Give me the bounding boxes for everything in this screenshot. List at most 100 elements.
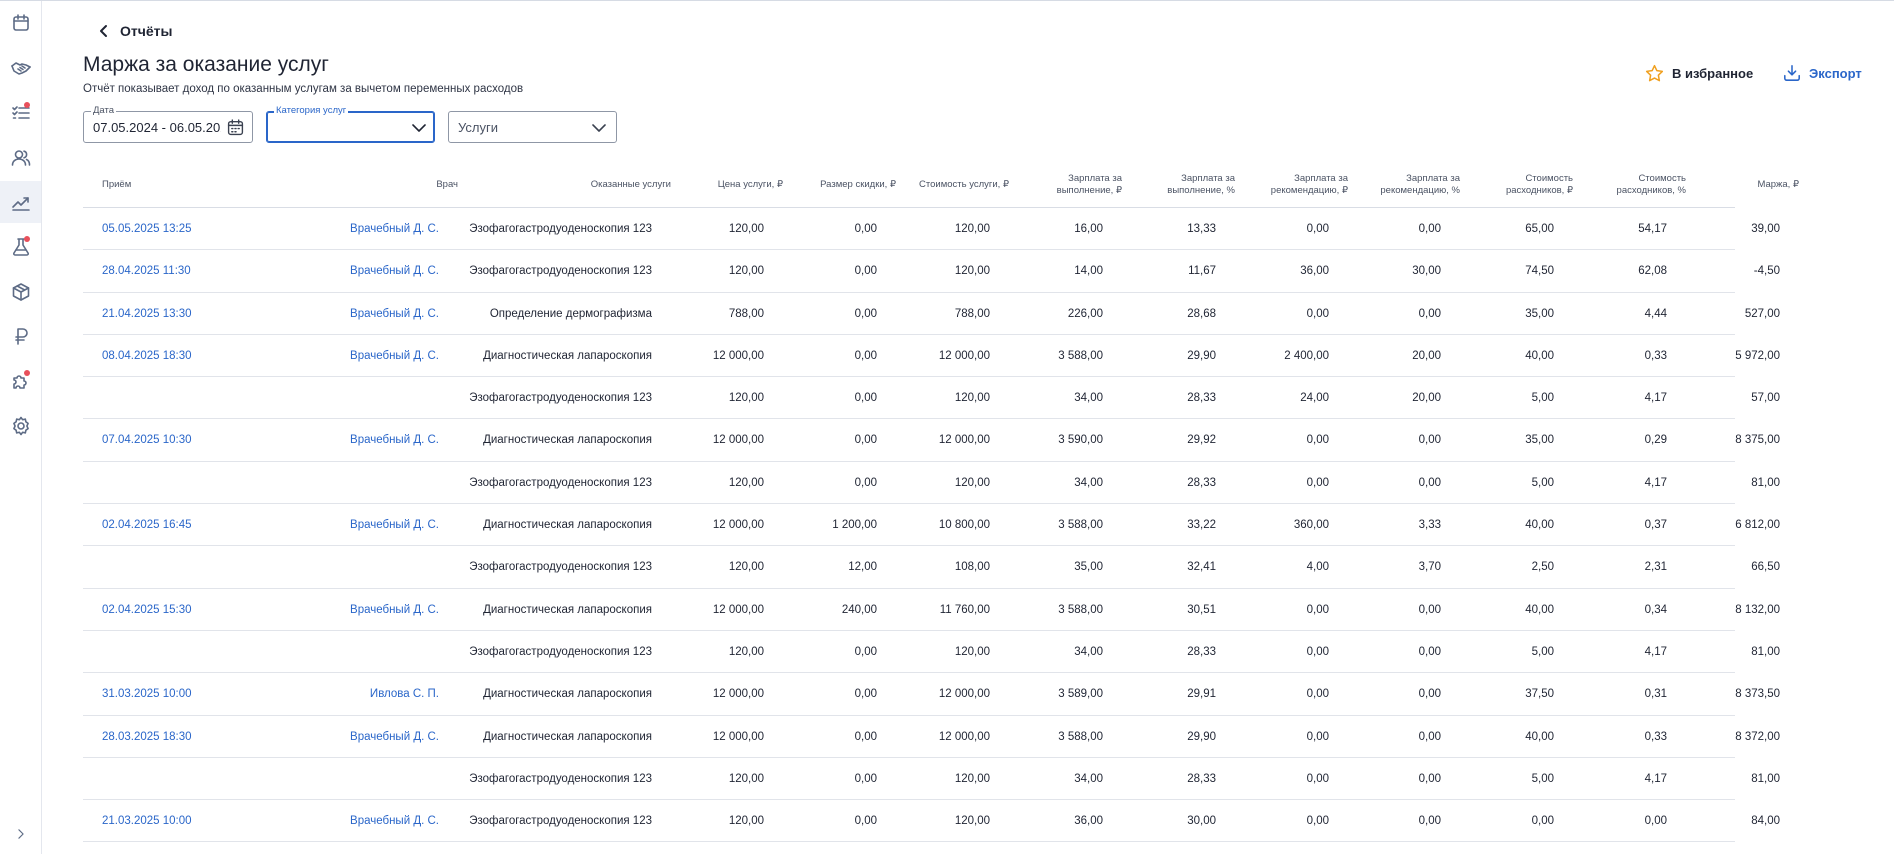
cell-margin: 81,00: [1751, 645, 1780, 658]
cell-consumables: 5,00: [1531, 645, 1554, 658]
cell-appointment[interactable]: 07.04.2025 10:30: [102, 434, 192, 447]
cell-doctor[interactable]: Врачебный Д. С.: [350, 519, 439, 532]
back-label: Отчёты: [120, 23, 173, 39]
cell-salary-exec: 14,00: [1074, 265, 1103, 278]
cell-salary-exec-pct: 11,67: [1188, 265, 1216, 278]
cell-consumables-pct: 2,31: [1644, 561, 1667, 574]
add-to-favorites-button[interactable]: В избранное: [1645, 64, 1753, 83]
cell-salary-exec: 3 588,00: [1058, 730, 1103, 743]
cell-services: Эзофагогастродуоденоскопия 123: [469, 223, 652, 235]
cell-appointment[interactable]: 21.03.2025 10:00: [102, 815, 192, 828]
cell-consumables-pct: 54,17: [1638, 223, 1667, 235]
cell-salary-exec: 34,00: [1074, 476, 1103, 489]
cell-salary-rec-pct: 0,00: [1418, 307, 1441, 320]
export-button[interactable]: Экспорт: [1783, 64, 1862, 82]
cell-doctor[interactable]: Врачебный Д. С.: [350, 265, 439, 278]
favorite-label: В избранное: [1672, 66, 1754, 81]
cell-salary-rec-pct: 20,00: [1412, 349, 1441, 362]
nav-clients[interactable]: [0, 137, 41, 179]
table-row: Эзофагогастродуоденоскопия 123 120,00 12,0…: [83, 546, 1780, 589]
cell-consumables: 2,50: [1531, 561, 1554, 574]
column-header-discount: Размер скидки, ₽: [820, 179, 896, 190]
cell-appointment[interactable]: 05.05.2025 13:25: [102, 223, 192, 235]
date-range-field[interactable]: Дата 07.05.2024 - 06.05.2025: [83, 105, 253, 143]
cell-doctor[interactable]: Ивлова С. П.: [369, 688, 439, 701]
nav-finance[interactable]: [0, 315, 41, 357]
cell-services: Определение дермографизма: [489, 307, 652, 320]
table-row: 21.04.2025 13:30 Врачебный Д. С. Определен…: [83, 293, 1780, 335]
cell-appointment[interactable]: 02.04.2025 15:30: [102, 603, 192, 616]
nav-tasks[interactable]: [0, 92, 41, 134]
cell-doctor: [276, 462, 439, 504]
page-title: Маржа за оказание услуг: [83, 53, 329, 76]
cell-margin: -4,50: [1753, 265, 1780, 278]
nav-settings[interactable]: [0, 405, 41, 447]
cell-discount: 12,00: [848, 561, 877, 574]
cell-services: Диагностическая лапароскопия: [483, 688, 652, 701]
cell-margin: 8 373,50: [1735, 688, 1780, 701]
cell-doctor[interactable]: Врачебный Д. С.: [350, 223, 439, 235]
cell-appointment[interactable]: 21.04.2025 13:30: [102, 307, 192, 320]
cell-services: Эзофагогастродуоденоскопия 123: [469, 772, 652, 785]
service-category-select[interactable]: Категория услуг: [266, 105, 435, 143]
cell-doctor[interactable]: Врачебный Д. С.: [350, 815, 439, 828]
cell-appointment[interactable]: 31.03.2025 10:00: [102, 688, 192, 701]
cell-consumables: 5,00: [1531, 392, 1554, 405]
cell-doctor[interactable]: Врачебный Д. С.: [350, 603, 439, 616]
table-row: 02.04.2025 16:45 Врачебный Д. С. Диагности…: [83, 504, 1780, 547]
cell-salary-exec: 34,00: [1074, 392, 1103, 405]
cell-salary-rec-pct: 20,00: [1412, 392, 1441, 405]
cell-cost: 120,00: [954, 392, 990, 405]
cell-salary-exec: 35,00: [1074, 561, 1103, 574]
cell-doctor: [276, 758, 439, 800]
cell-salary-rec: 0,00: [1306, 434, 1329, 447]
nav-calendar[interactable]: [0, 2, 41, 44]
margin-report-table: Приём Врач Оказанные услуги Цена услуги, ₽ Р…: [83, 162, 1799, 843]
cell-consumables-pct: 0,33: [1644, 349, 1667, 362]
cell-consumables: 0,00: [1531, 815, 1554, 828]
table-row: Эзофагогастродуоденоскопия 123 120,00 0,00…: [83, 462, 1780, 505]
cell-services: Диагностическая лапароскопия: [483, 519, 652, 532]
cell-doctor[interactable]: Врачебный Д. С.: [350, 730, 439, 743]
table-row: 31.03.2025 10:00 Ивлова С. П. Диагностичес…: [83, 673, 1780, 716]
category-label: Категория услуг: [274, 105, 349, 116]
cell-price: 120,00: [728, 772, 764, 785]
top-border: [0, 0, 1894, 1]
cell-doctor[interactable]: Врачебный Д. С.: [350, 307, 439, 320]
cell-cost: 108,00: [954, 561, 990, 574]
cell-salary-rec-pct: 3,70: [1418, 561, 1441, 574]
cell-salary-rec: 0,00: [1306, 307, 1329, 320]
cell-salary-rec-pct: 0,00: [1418, 688, 1441, 701]
cell-consumables: 5,00: [1531, 772, 1554, 785]
cell-salary-exec-pct: 28,33: [1187, 645, 1216, 658]
back-to-reports-link[interactable]: Отчёты: [98, 20, 172, 42]
column-header-cost: Стоимость услуги, ₽: [919, 179, 1009, 190]
nav-integrations[interactable]: [0, 360, 41, 402]
nav-lab[interactable]: [0, 226, 41, 268]
cell-consumables: 65,00: [1525, 223, 1554, 235]
cell-salary-rec: 4,00: [1306, 561, 1329, 574]
expand-sidebar-button[interactable]: [0, 813, 41, 854]
nav-partners[interactable]: [0, 47, 41, 89]
services-placeholder: Услуги: [458, 120, 498, 135]
cell-appointment[interactable]: 08.04.2025 18:30: [102, 349, 192, 362]
puzzle-icon: [12, 375, 27, 389]
nav-reports[interactable]: [0, 181, 41, 223]
nav-warehouse[interactable]: [0, 271, 41, 313]
cell-doctor[interactable]: Врачебный Д. С.: [350, 434, 439, 447]
cell-price: 12 000,00: [712, 349, 764, 362]
cell-salary-exec-pct: 33,22: [1187, 519, 1216, 532]
cell-margin: 84,00: [1751, 815, 1780, 828]
download-icon: [1784, 65, 1800, 81]
cell-appointment[interactable]: 02.04.2025 16:45: [102, 519, 192, 532]
cell-discount: 0,00: [854, 645, 877, 658]
services-select[interactable]: Услуги: [448, 111, 617, 143]
cell-salary-rec-pct: 0,00: [1418, 772, 1441, 785]
cell-price: 12 000,00: [712, 688, 764, 701]
cell-doctor[interactable]: Врачебный Д. С.: [350, 349, 439, 362]
cell-appointment[interactable]: 28.04.2025 11:30: [102, 265, 191, 278]
cell-appointment[interactable]: 28.03.2025 18:30: [102, 730, 192, 743]
cell-discount: 0,00: [854, 434, 877, 447]
cell-cost: 12 000,00: [938, 730, 990, 743]
cell-consumables: 5,00: [1531, 476, 1554, 489]
